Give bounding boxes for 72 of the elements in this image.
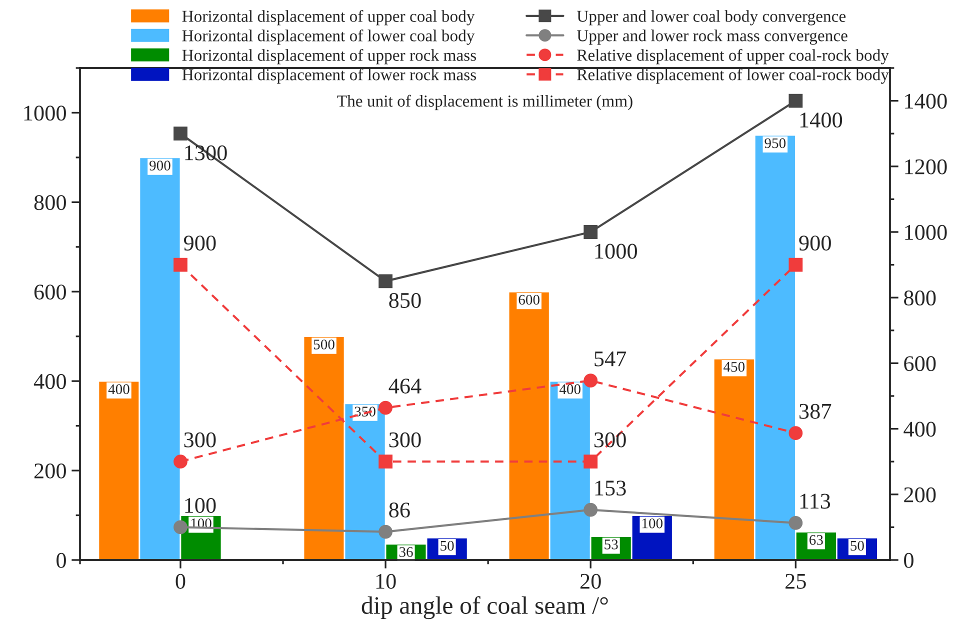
data-label: 1000 [595, 244, 637, 259]
y2-tick-label: 0 [904, 552, 914, 568]
data-label: 153 [595, 480, 626, 496]
y-tick-label: 800 [34, 195, 66, 210]
y2-tick-label: 600 [904, 356, 936, 372]
legend-label: Horizontal displacement of upper coal body [182, 10, 475, 26]
data-label: 464 [388, 378, 422, 394]
data-label: 113 [800, 494, 830, 509]
data-label: 950 [764, 138, 786, 148]
point [174, 520, 188, 534]
point [584, 454, 598, 469]
point [788, 426, 803, 440]
data-label: 450 [724, 362, 745, 372]
y2-tick-label: 1000 [905, 224, 947, 240]
point [788, 94, 803, 108]
data-label: 547 [594, 352, 626, 366]
data-label: 900 [799, 236, 831, 251]
data-label: 50 [440, 540, 454, 551]
point [174, 258, 188, 272]
data-label: 900 [150, 160, 170, 170]
point [174, 126, 188, 141]
y-tick-label: 200 [34, 463, 66, 478]
legend-label: Horizontal displacement of lower coal body [182, 29, 475, 45]
data-label: 400 [559, 384, 580, 394]
data-label: 300 [184, 432, 216, 448]
y-tick-label: 600 [34, 284, 66, 300]
point [378, 274, 392, 288]
data-label: 600 [518, 294, 540, 305]
point [584, 225, 598, 239]
data-label: 50 [850, 540, 864, 551]
legend-label: Relative displacement of lower coal-rock body [577, 68, 889, 84]
point [788, 516, 803, 530]
data-label: 500 [314, 340, 334, 350]
point [584, 502, 598, 517]
legend-label: Upper and lower coal body convergence [576, 10, 846, 26]
point [378, 454, 392, 469]
data-label: 400 [108, 384, 130, 394]
y-tick-label: 1000 [24, 106, 66, 121]
point [584, 374, 598, 388]
data-label: 53 [604, 540, 618, 550]
data-label: 100 [185, 498, 216, 513]
data-label: 36 [399, 547, 413, 557]
y2-tick-label: 800 [904, 290, 936, 306]
data-label: 86 [389, 502, 410, 518]
point [378, 400, 392, 415]
y-tick-label: 400 [34, 374, 66, 390]
data-label: 900 [184, 236, 216, 251]
legend-label: Upper and lower rock mass convergence [576, 30, 848, 45]
data-label: 387 [800, 404, 832, 419]
x-tick-label: 0 [176, 574, 186, 589]
data-label: 300 [389, 432, 421, 448]
point [174, 454, 188, 469]
y2-tick-label: 200 [904, 487, 936, 502]
x-axis-title: dip angle of coal seam /° [362, 596, 608, 620]
point [378, 524, 392, 539]
data-label: 100 [642, 518, 663, 528]
point [788, 258, 803, 272]
legend-label: Relative displacement of upper coal-rock body [577, 48, 889, 64]
legend-label: Horizontal displacement of lower rock mass [182, 68, 476, 84]
y2-tick-label: 1200 [905, 159, 947, 174]
legend-label: Horizontal displacement of upper rock mass [182, 48, 476, 64]
y2-tick-label: 400 [904, 422, 936, 437]
x-tick-label: 10 [376, 574, 396, 589]
y-tick-label: 0 [56, 552, 66, 568]
annotation: The unit of displacement is millimeter (mm) [337, 94, 632, 110]
y2-tick-label: 1400 [905, 94, 947, 109]
x-tick-label: 20 [580, 574, 601, 589]
data-label: 63 [810, 535, 823, 545]
data-label: 300 [594, 432, 626, 448]
data-label: 850 [389, 292, 421, 308]
x-tick-label: 25 [786, 574, 806, 589]
data-label: 1400 [800, 112, 842, 128]
